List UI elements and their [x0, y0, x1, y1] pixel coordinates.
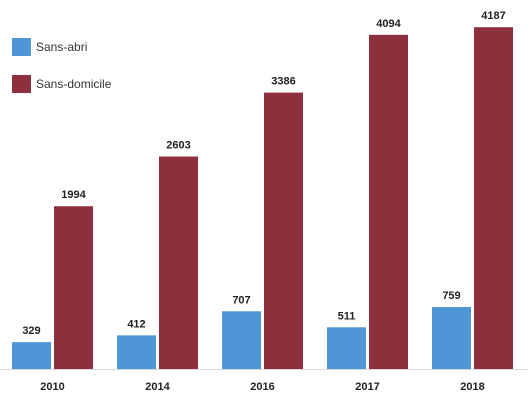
bars-layer — [12, 27, 513, 370]
legend-label-0: Sans-abri — [36, 40, 87, 54]
bar-value-label-1-4: 4187 — [481, 10, 505, 22]
bar-0-2 — [222, 311, 261, 369]
bar-value-label-0-1: 412 — [127, 318, 145, 330]
x-tick-label-1: 2014 — [145, 381, 170, 393]
bar-value-label-1-0: 1994 — [61, 189, 86, 201]
bar-1-2 — [264, 92, 303, 369]
bar-value-label-0-4: 759 — [442, 290, 460, 302]
x-tick-label-0: 2010 — [40, 381, 64, 393]
bar-0-0 — [12, 342, 51, 369]
legend-label-1: Sans-domicile — [36, 77, 112, 91]
x-tick-label-2: 2016 — [250, 381, 274, 393]
bar-value-label-1-1: 2603 — [166, 140, 190, 152]
bar-value-label-0-2: 707 — [232, 294, 250, 306]
x-tick-label-3: 2017 — [355, 381, 379, 393]
legend-swatch-1 — [12, 75, 31, 93]
x-tick-label-4: 2018 — [460, 381, 484, 393]
bar-1-3 — [369, 34, 408, 370]
bar-0-3 — [327, 327, 366, 369]
x-axis-ticks: 2010 2014 2016 2017 2018 — [40, 381, 484, 393]
legend: Sans-abri Sans-domicile — [12, 38, 112, 93]
bar-1-1 — [159, 156, 198, 369]
bar-value-label-0-3: 511 — [338, 310, 356, 322]
legend-swatch-0 — [12, 38, 31, 56]
bar-1-0 — [54, 206, 93, 369]
bar-value-label-1-3: 4094 — [376, 18, 401, 30]
bar-value-label-1-2: 3386 — [271, 76, 295, 88]
bar-1-4 — [474, 27, 513, 370]
bar-0-4 — [432, 307, 471, 369]
bar-0-1 — [117, 335, 156, 369]
bar-value-label-0-0: 329 — [22, 325, 40, 337]
labels-layer: 329 1994 412 2603 707 3386 511 4094 759 4187 — [22, 10, 505, 337]
